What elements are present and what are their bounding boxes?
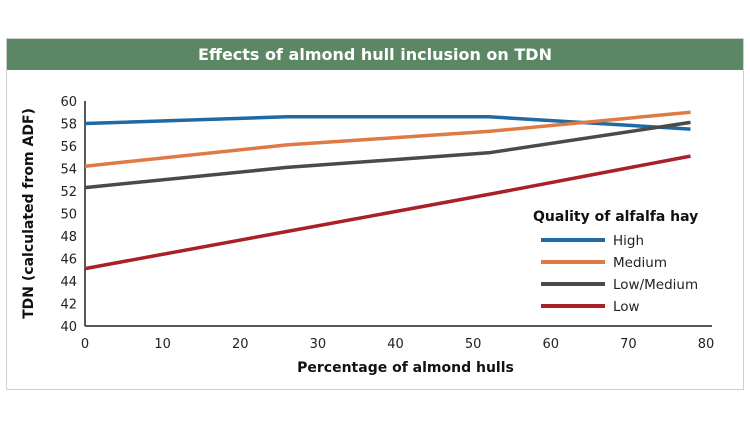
y-tick-label: 60 [60, 95, 77, 110]
y-tick-label: 58 [60, 118, 77, 133]
y-axis-title: TDN (calculated from ADF) [21, 108, 37, 319]
legend-label-low-medium: Low/Medium [613, 277, 698, 293]
y-tick-label: 42 [60, 298, 77, 313]
y-tick-label: 52 [60, 185, 77, 200]
x-axis-title: Percentage of almond hulls [297, 360, 514, 376]
legend-title: Quality of alfalfa hay [533, 209, 698, 225]
y-tick-label: 48 [60, 230, 77, 245]
chart-svg: 40 42 44 46 48 50 52 54 56 58 60 0 10 20 30 40 50 60 70 80 P… [21, 95, 715, 376]
x-tick-label: 30 [310, 337, 327, 352]
series-line-low [84, 154, 691, 271]
y-tick-label: 50 [60, 208, 77, 223]
x-tick-label: 0 [81, 337, 89, 352]
y-tick-label: 44 [60, 275, 77, 290]
series-line-high [84, 115, 691, 131]
y-tick-label: 56 [60, 140, 77, 155]
y-tick-label: 40 [60, 320, 77, 335]
chart-title: Effects of almond hull inclusion on TDN [7, 39, 743, 70]
series-line-low-medium [84, 120, 691, 190]
legend-label-medium: Medium [613, 255, 667, 271]
y-tick-label: 54 [60, 163, 77, 178]
chart-figure: Effects of almond hull inclusion on TDN … [6, 38, 744, 390]
legend-label-high: High [613, 233, 644, 249]
x-tick-label: 70 [620, 337, 637, 352]
legend-label-low: Low [613, 299, 640, 315]
y-tick-label: 46 [60, 253, 77, 268]
x-tick-label: 50 [465, 337, 482, 352]
x-tick-label: 20 [232, 337, 249, 352]
x-tick-label: 10 [154, 337, 171, 352]
x-tick-label: 80 [698, 337, 715, 352]
x-tick-label: 60 [542, 337, 559, 352]
x-tick-label: 40 [387, 337, 404, 352]
series-line-medium [84, 110, 691, 168]
